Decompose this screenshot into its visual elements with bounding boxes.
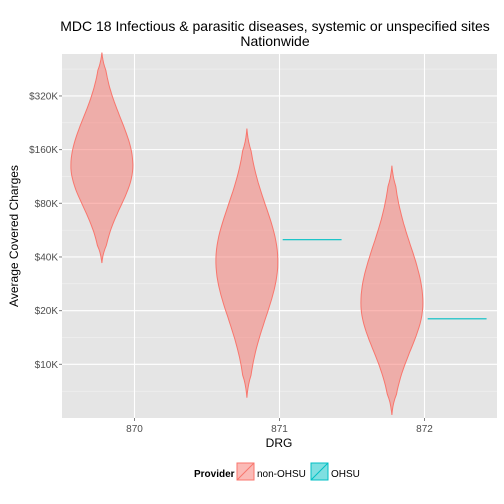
x-tick-label: 871 <box>271 424 288 435</box>
x-axis-ticks: 870 871 872 <box>126 418 433 435</box>
x-tick-label: 870 <box>126 424 143 435</box>
y-tick-label: $320K <box>29 91 58 102</box>
legend-swatch-ohsu-line <box>310 462 329 481</box>
legend-label-non-ohsu: non-OHSU <box>257 469 306 480</box>
x-tick-label: 872 <box>416 424 433 435</box>
chart-subtitle: Nationwide <box>240 33 309 49</box>
y-tick-label: $160K <box>29 145 58 156</box>
y-tick-label: $10K <box>35 360 59 371</box>
y-axis-title: Average Covered Charges <box>7 165 21 307</box>
y-tick-label: $80K <box>35 199 59 210</box>
legend-swatch-non-ohsu-line <box>236 462 255 481</box>
ohsu-marks <box>282 239 487 320</box>
violins <box>70 52 424 416</box>
violin-non-ohsu-872 <box>360 165 424 416</box>
y-tick-label: $20K <box>35 306 59 317</box>
x-axis-title: DRG <box>266 436 293 450</box>
chart-title: MDC 18 Infectious & parasitic diseases, … <box>60 18 490 34</box>
violin-non-ohsu-870 <box>70 52 134 264</box>
legend: Provider non-OHSU OHSU <box>194 462 360 481</box>
y-tick-label: $40K <box>35 252 59 263</box>
legend-label-ohsu: OHSU <box>331 469 360 480</box>
legend-title: Provider <box>194 469 235 480</box>
gridlines <box>62 54 497 418</box>
violin-non-ohsu-871 <box>215 128 279 398</box>
y-axis-ticks: $10K $20K $40K $80K $160K $320K <box>29 91 62 371</box>
